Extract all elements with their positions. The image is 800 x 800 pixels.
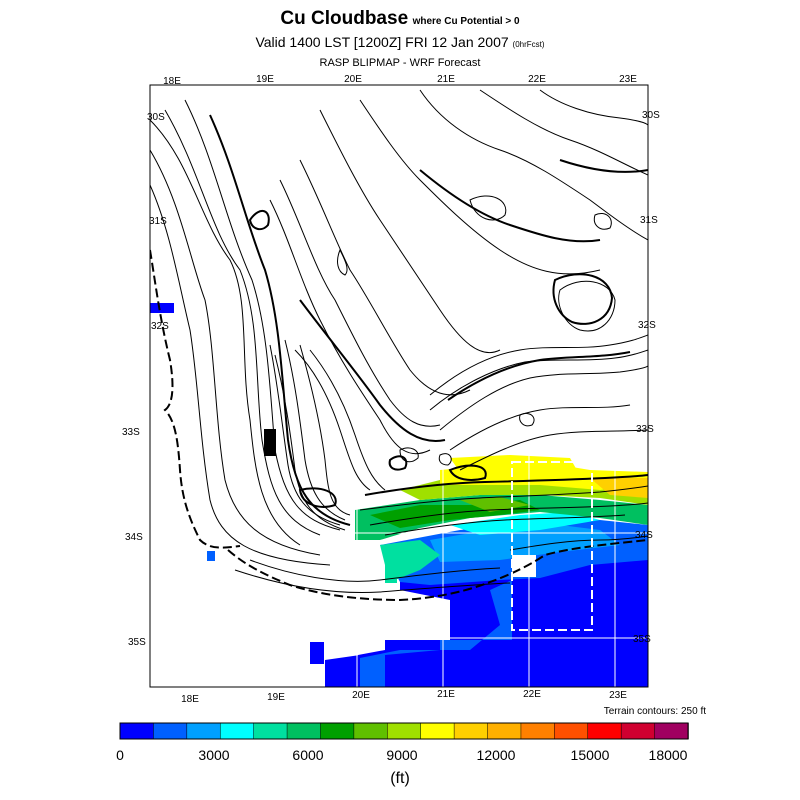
left-lat-label: 35S [128, 637, 146, 648]
colorbar-swatch [353, 722, 389, 740]
top-lon-label: 18E [163, 76, 181, 87]
fill-cell [310, 642, 324, 664]
valid-line: Valid 1400 LST [1200Z] FRI 12 Jan 2007 [255, 34, 509, 50]
fill-region [325, 655, 360, 687]
colorbar-swatch [186, 722, 221, 740]
top-lon-label: 22E [528, 74, 546, 85]
subdomain-box [511, 461, 593, 631]
right-lat-label: 34S [635, 530, 653, 541]
fill-region [590, 478, 648, 498]
colorbar-swatch [119, 722, 155, 740]
left-lat-labels: 30S 31S 32S 33S 34S 35S [122, 112, 169, 648]
coastline [150, 249, 648, 602]
colorbar-tick-label: 0 [116, 747, 124, 763]
colorbar-tick-label: 18000 [649, 747, 688, 763]
colorbar-swatch [387, 722, 422, 740]
bottom-lon-label: 20E [352, 690, 370, 701]
top-lon-label: 19E [256, 74, 274, 85]
bottom-lon-label: 21E [437, 689, 455, 700]
top-lon-label: 21E [437, 74, 455, 85]
major-contours [209, 114, 648, 526]
colorbar-tick-label: 15000 [571, 747, 610, 763]
colorbar-frame [119, 722, 689, 740]
right-lat-label: 31S [640, 215, 658, 226]
fill-gap [512, 555, 536, 577]
map-frame [149, 84, 649, 688]
title-qualifier: where Cu Potential > 0 [412, 16, 520, 27]
colorbar-tick-label: 6000 [292, 747, 323, 763]
colorbar-unit: (ft) [390, 770, 410, 787]
colorbar-swatch [654, 722, 689, 740]
colorbar-swatch [554, 722, 589, 740]
left-lat-label: 30S [147, 112, 165, 123]
colorbar-swatch [320, 722, 355, 740]
valid-time: Valid 1400 LST [1200Z] FRI 12 Jan 2007 (… [0, 34, 800, 50]
forecast-hour: (0hrFcst) [512, 40, 545, 49]
right-lat-label: 35S [633, 634, 651, 645]
colorbar-swatch [286, 722, 322, 740]
fill-cell [150, 303, 174, 313]
colorbar [119, 722, 689, 740]
right-lat-labels: 30S 31S 32S 33S 34S 35S [633, 110, 660, 645]
right-lat-label: 32S [638, 320, 656, 331]
right-lat-label: 30S [642, 110, 660, 121]
colorbar-swatch [453, 722, 489, 740]
colorbar-swatch [420, 722, 455, 740]
top-lon-label: 20E [344, 74, 362, 85]
title-text: Cu Cloudbase [280, 8, 409, 29]
colorbar-swatch [587, 722, 622, 740]
colorbar-swatch [219, 722, 255, 740]
bottom-lon-label: 22E [523, 689, 541, 700]
right-lat-label: 33S [636, 424, 654, 435]
top-lon-labels: 18E 19E 20E 21E 22E 23E [163, 74, 637, 87]
colorbar-swatch [487, 722, 522, 740]
bottom-lon-label: 23E [609, 690, 627, 701]
fill-region [440, 465, 648, 490]
terrain-contours-note: Terrain contours: 250 ft [604, 706, 706, 717]
left-lat-label: 31S [149, 216, 167, 227]
map-title: Cu Cloudbase where Cu Potential > 0 [0, 8, 800, 30]
fill-cell [385, 565, 397, 583]
bottom-lon-labels: 18E 19E 20E 21E 22E 23E [181, 689, 627, 705]
map-subtitle: RASP BLIPMAP - WRF Forecast [319, 57, 481, 69]
cloudbase-fill [150, 303, 648, 687]
colorbar-swatch [253, 722, 288, 740]
colorbar-swatch [520, 722, 556, 740]
top-lon-label: 23E [619, 74, 637, 85]
colorbar-tick-label: 9000 [386, 747, 417, 763]
colorbar-swatch [153, 722, 188, 740]
left-lat-label: 33S [122, 427, 140, 438]
colorbar-ticks: 0 3000 6000 9000 12000 15000 18000 [116, 747, 688, 763]
left-lat-label: 34S [125, 532, 143, 543]
colorbar-tick-label: 3000 [198, 747, 229, 763]
bottom-lon-label: 18E [181, 694, 199, 705]
colorbar-tick-label: 12000 [477, 747, 516, 763]
fill-region [450, 455, 578, 472]
fill-region [430, 525, 620, 562]
left-lat-label: 32S [151, 321, 169, 332]
terrain-contours [150, 89, 648, 593]
colorbar-swatch [620, 722, 656, 740]
fill-cell [207, 551, 215, 561]
bottom-lon-label: 19E [267, 692, 285, 703]
fill-region [360, 580, 512, 687]
